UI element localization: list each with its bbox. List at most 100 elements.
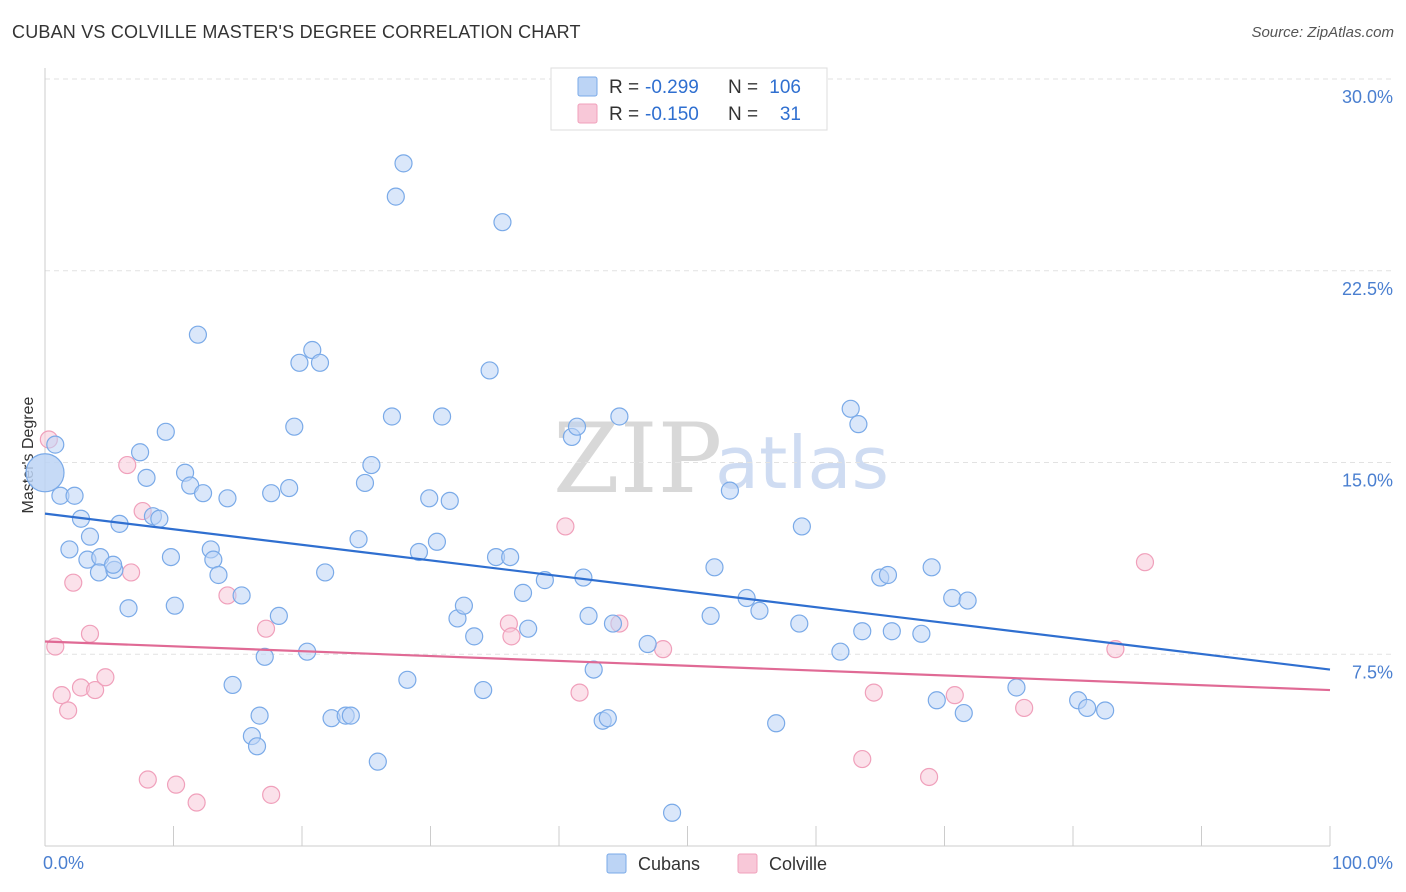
- legend-swatch-colville: [577, 103, 598, 124]
- colville-point-23: [653, 640, 673, 659]
- trend-line-colville: [44, 640, 1331, 692]
- cubans-point-1: [46, 435, 65, 454]
- cubans-point-3: [65, 486, 84, 505]
- cubans-point-0: [25, 453, 65, 493]
- cubans-point-15: [137, 468, 156, 487]
- cubans-point-89: [792, 517, 811, 536]
- cubans-point-97: [912, 624, 931, 643]
- y-tick-label-2: 22.5%: [1342, 279, 1393, 299]
- cubans-point-43: [316, 563, 335, 582]
- cubans-point-48: [355, 473, 375, 493]
- y-tick-label-1: 15.0%: [1342, 471, 1393, 491]
- legend-n-value-cubans: 106: [769, 77, 801, 98]
- cubans-point-20: [165, 596, 184, 615]
- cubans-point-101: [954, 703, 973, 723]
- legend-r-label-colville: R =: [609, 104, 639, 125]
- bottom-legend-swatch-cubans: [606, 853, 627, 874]
- tick-labels: 7.5% 15.0% 22.5% 30.0% 0.0% 100.0%: [43, 87, 1393, 873]
- cubans-point-96: [882, 622, 901, 641]
- trend-line-cubans: [44, 512, 1331, 671]
- cubans-point-42: [310, 353, 330, 372]
- legend: R = -0.299 N = 106 R = -0.150 N = 31: [550, 67, 828, 131]
- colville-point-20: [556, 517, 575, 536]
- cubans-point-105: [1078, 698, 1097, 718]
- colville-point-10: [121, 563, 141, 582]
- colville-point-19: [502, 627, 521, 646]
- cubans-point-77: [598, 709, 617, 728]
- watermark: ZIP atlas: [553, 403, 889, 515]
- cubans-point-61: [454, 596, 474, 615]
- cubans-point-35: [262, 484, 281, 503]
- cubans-point-29: [223, 675, 242, 695]
- colville-point-27: [945, 686, 964, 705]
- cubans-point-81: [662, 803, 682, 822]
- cubans-point-37: [280, 478, 299, 498]
- cubans-point-64: [480, 361, 499, 380]
- cubans-point-17: [150, 509, 169, 528]
- cubans-point-80: [638, 634, 657, 654]
- x-tick-label-0: 0.0%: [43, 853, 84, 873]
- cubans-point-91: [841, 399, 860, 418]
- colville-point-12: [138, 770, 157, 789]
- cubans-point-75: [584, 660, 603, 679]
- legend-r-value-cubans: -0.299: [645, 77, 699, 98]
- bottom-legend-swatch-colville: [737, 853, 758, 874]
- cubans-point-14: [130, 443, 150, 462]
- legend-n-label-cubans: N =: [728, 77, 758, 98]
- colville-point-24: [853, 749, 872, 769]
- cubans-point-72: [567, 417, 587, 436]
- cubans-point-18: [156, 422, 175, 441]
- cubans-point-39: [290, 353, 309, 372]
- cubans-point-99: [927, 691, 946, 710]
- legend-n-label-colville: N =: [728, 104, 758, 125]
- colville-point-7: [86, 680, 105, 700]
- cubans-point-82: [701, 606, 720, 626]
- cubans-point-26: [204, 550, 223, 569]
- series-cubans: [25, 154, 1115, 822]
- cubans-point-88: [790, 614, 809, 633]
- colville-point-3: [59, 701, 78, 720]
- cubans-point-34: [255, 647, 274, 666]
- bottom-legend: Cubans Colville: [606, 853, 827, 874]
- chart-title: CUBAN VS COLVILLE MASTER'S DEGREE CORREL…: [12, 22, 581, 42]
- cubans-point-62: [465, 627, 484, 646]
- cubans-point-5: [60, 540, 79, 559]
- colville-point-4: [64, 573, 83, 592]
- colville-point-6: [80, 624, 100, 643]
- cubans-point-28: [218, 489, 237, 508]
- cubans-point-92: [849, 415, 868, 434]
- cubans-point-19: [161, 547, 181, 567]
- colville-point-9: [118, 455, 137, 475]
- cubans-point-38: [285, 417, 304, 436]
- cubans-point-84: [720, 481, 740, 500]
- cubans-point-52: [386, 187, 405, 206]
- cubans-point-49: [362, 455, 381, 475]
- cubans-point-51: [382, 407, 402, 426]
- cubans-point-100: [943, 588, 962, 608]
- cubans-point-90: [831, 642, 850, 661]
- cubans-point-33: [250, 706, 269, 725]
- cubans-point-74: [579, 606, 598, 626]
- cubans-point-46: [341, 706, 360, 725]
- cubans-point-50: [368, 752, 387, 771]
- y-tick-label-0: 7.5%: [1352, 662, 1393, 682]
- cubans-point-103: [1007, 678, 1026, 697]
- cubans-point-6: [80, 527, 100, 546]
- source-label: Source: ZipAtlas.com: [1251, 24, 1394, 41]
- cubans-point-106: [1096, 701, 1115, 720]
- cubans-point-13: [119, 599, 138, 618]
- y-axis-label: Master's Degree: [20, 396, 37, 513]
- cubans-point-79: [603, 614, 623, 633]
- cubans-point-66: [493, 213, 512, 232]
- colville-point-17: [262, 785, 281, 804]
- y-tick-label-3: 30.0%: [1342, 87, 1393, 107]
- colville-point-26: [919, 767, 939, 787]
- colville-point-14: [187, 793, 206, 812]
- cubans-point-78: [610, 407, 629, 426]
- cubans-point-68: [513, 583, 533, 602]
- colville-point-8: [96, 668, 115, 687]
- colville-point-28: [1015, 698, 1034, 718]
- cubans-point-83: [705, 558, 724, 577]
- legend-swatch-cubans: [577, 76, 598, 97]
